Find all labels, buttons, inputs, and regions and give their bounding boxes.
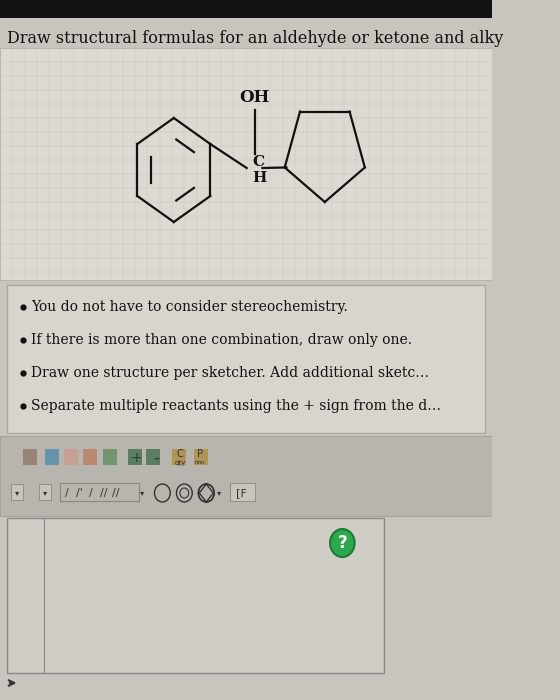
Bar: [64, 449, 78, 465]
Text: You do not have to consider stereochemistry.: You do not have to consider stereochemis…: [31, 300, 347, 314]
Circle shape: [330, 529, 354, 557]
Text: /: /: [65, 488, 68, 498]
Text: OH: OH: [239, 89, 270, 106]
Text: C: C: [176, 449, 183, 459]
Text: +: +: [130, 451, 142, 465]
Text: ▾: ▾: [43, 489, 47, 498]
Text: Draw structural formulas for an aldehyde or ketone and alky: Draw structural formulas for an aldehyde…: [7, 30, 503, 47]
Bar: [102, 449, 116, 465]
Bar: [23, 449, 37, 465]
Text: Separate multiple reactants using the + sign from the d…: Separate multiple reactants using the + …: [31, 399, 441, 413]
Bar: [39, 484, 51, 500]
Text: ▾: ▾: [140, 489, 144, 498]
Text: [F: [F: [236, 488, 247, 498]
Text: ▾: ▾: [217, 489, 222, 498]
Bar: [83, 449, 97, 465]
Text: //: //: [112, 488, 120, 498]
Text: ?: ?: [338, 534, 347, 552]
Bar: [7, 518, 385, 673]
Bar: [128, 449, 142, 465]
Text: Draw one structure per sketcher. Add additional sketc…: Draw one structure per sketcher. Add add…: [31, 366, 429, 380]
Text: //: //: [100, 488, 108, 498]
Text: If there is more than one combination, draw only one.: If there is more than one combination, d…: [31, 333, 412, 347]
Bar: [0, 436, 492, 516]
Text: qty: qty: [174, 460, 185, 466]
Bar: [230, 483, 255, 501]
Bar: [194, 449, 208, 465]
Text: ▾: ▾: [15, 489, 19, 498]
Bar: [172, 449, 186, 465]
Bar: [45, 449, 59, 465]
Text: -: -: [153, 449, 159, 467]
Bar: [0, 48, 492, 280]
Text: H: H: [252, 171, 267, 185]
Text: nnn: nnn: [195, 461, 206, 466]
Text: /: /: [90, 488, 93, 498]
Bar: [146, 449, 160, 465]
Bar: [7, 285, 484, 433]
Text: /': /': [76, 488, 82, 498]
Bar: [0, 0, 492, 18]
Text: C: C: [252, 155, 264, 169]
Bar: [60, 483, 139, 501]
Text: P: P: [197, 449, 203, 459]
Bar: [11, 484, 23, 500]
